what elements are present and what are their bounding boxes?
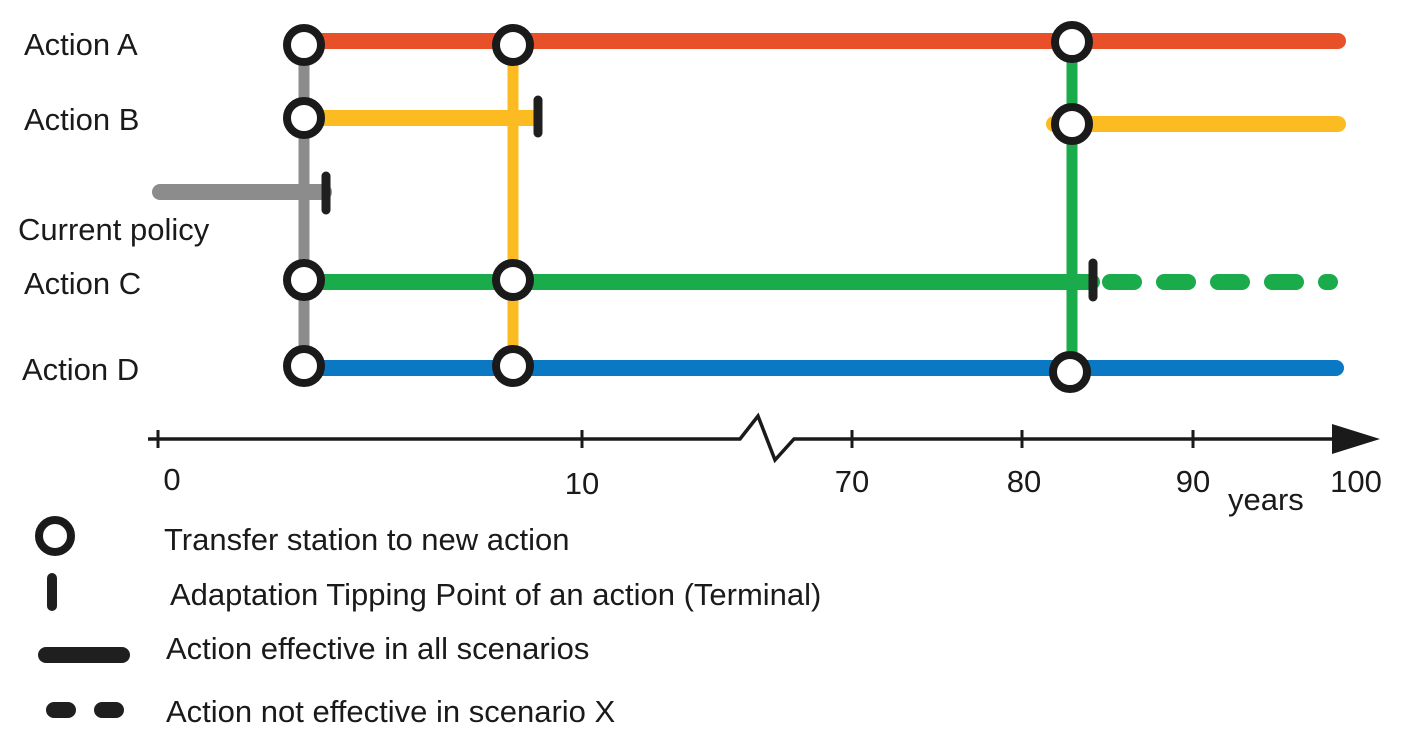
legend-text-tipping-point: Adaptation Tipping Point of an action (T… [170, 577, 821, 612]
transfer-station-a-2 [492, 24, 534, 66]
transfer-station-a-1 [283, 24, 325, 66]
time-axis: 0 10 70 80 90 100 years [148, 412, 1382, 517]
tick-label-80: 80 [1007, 464, 1041, 499]
row-label-action-c: Action C [24, 266, 141, 301]
row-label-current-policy: Current policy [18, 212, 210, 247]
tick-label-10: 10 [565, 466, 599, 501]
row-label-action-d: Action D [22, 352, 139, 387]
axis-arrowhead [1332, 424, 1380, 454]
legend-text-dashed-line: Action not effective in scenario X [166, 694, 616, 729]
transfer-station-b-2 [1051, 103, 1093, 145]
legend: Transfer station to new action Adaptatio… [35, 516, 821, 729]
transfer-stations [283, 21, 1093, 393]
transfer-station-c-1 [283, 259, 325, 301]
axis-unit-label: years [1228, 482, 1304, 517]
transfer-station-d-3 [1049, 351, 1091, 393]
tick-label-90: 90 [1176, 464, 1210, 499]
transfer-station-c-2 [492, 259, 534, 301]
tick-label-100: 100 [1330, 464, 1382, 499]
legend-text-transfer-station: Transfer station to new action [164, 522, 570, 557]
axis-line [148, 412, 1342, 464]
transfer-station-d-1 [283, 345, 325, 387]
axis-ticks [156, 430, 1195, 448]
transfer-station-d-2 [492, 345, 534, 387]
row-label-action-a: Action A [24, 27, 138, 62]
tick-label-70: 70 [835, 464, 869, 499]
tick-label-0: 0 [163, 462, 180, 497]
row-label-action-b: Action B [24, 102, 139, 137]
transfer-station-b-1 [283, 97, 325, 139]
legend-text-solid-line: Action effective in all scenarios [166, 631, 589, 666]
legend-transfer-station-icon [35, 516, 75, 556]
transfer-station-a-3 [1051, 21, 1093, 63]
